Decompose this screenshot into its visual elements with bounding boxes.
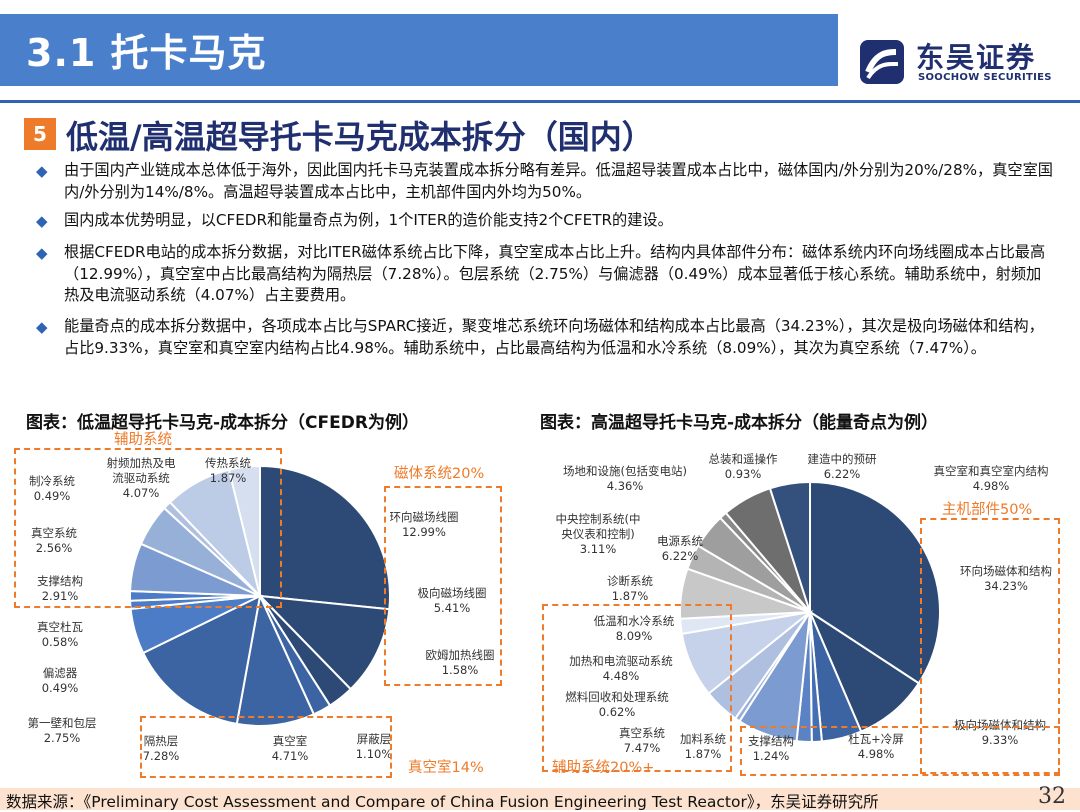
chart-label: 制冷系统 0.49% [29,474,75,503]
chart-label: 极向场磁体和结构 9.33% [954,718,1046,747]
bullet-text-4: 能量奇点的成本拆分数据中，各项成本占比与SPARC接近，聚变堆芯系统环向场磁体和… [64,317,1044,357]
group-label-main-components: 主机部件50% [942,502,1033,518]
chart-label: 燃料回收和处理系统 0.62% [565,690,669,719]
chart-label: 支撑结构 2.91% [37,574,83,603]
diamond-bullet-icon: ◆ [36,162,48,180]
pie-slice-13 [227,464,261,597]
chart-label: 总装和遥操作 0.93% [708,452,778,481]
chart-label: 诊断系统 1.87% [607,574,653,603]
chart-label: 建造中的预研 6.22% [807,452,877,481]
pie-slice-4 [235,592,316,727]
group-box-aux [14,448,282,608]
diamond-bullet-icon: ◆ [36,244,48,262]
chart-label: 欧姆加热线圈 1.58% [425,648,495,677]
chart-label: 环向磁场线圈 12.99% [389,510,459,539]
pie-chart-energy-singularity [679,480,941,744]
logo-cn-text: 东吴证券 [916,41,1037,74]
chart-title-right: 图表：高温超导托卡马克-成本拆分（能量奇点为例） [540,413,939,433]
page-title: 3.1 托卡马克 [26,31,267,75]
pie-slice-5 [141,594,262,726]
pie-chart-cfedr [129,464,391,727]
chart-label: 场地和设施(包括变电站) 4.36% [563,464,687,493]
group-label-aux: 辅助系统 [114,432,172,448]
chart-label: 真空室 4.71% [271,734,309,763]
chart-label: 支撑结构 1.24% [748,734,794,763]
section-title: 低温/高温超导托卡马克成本拆分（国内） [66,118,654,156]
source-bar [0,788,1080,810]
pie-slice-0 [259,464,391,611]
logo-en-text: SOOCHOW SECURITIES [918,72,1052,83]
chart-label: 加料系统 1.87% [680,732,726,761]
group-box-main-components-bottom [740,726,1060,776]
chart-label: 真空室和真空室内结构 4.98% [933,464,1049,493]
chart-label: 低温和水冷系统 8.09% [593,614,675,643]
chart-label: 杜瓦+冷屏 4.98% [848,732,904,761]
source-note: 数据来源：《Preliminary Cost Assessment and Co… [6,793,879,811]
group-box-vacuum [140,716,392,778]
soochow-logo-icon [860,40,904,84]
diamond-bullet-icon: ◆ [36,318,48,336]
bullet-text-1: 由于国内产业链成本总体低于海外，因此国内托卡马克装置成本拆分略有差异。低温超导装… [64,161,1053,201]
group-box-aux-right [542,604,732,772]
group-box-main-components [920,518,1060,774]
company-logo: 东吴证券 SOOCHOW SECURITIES [858,32,1058,92]
bullet-text-2: 国内成本优势明显，以CFEDR和能量奇点为例，1个ITER的造价能支持2个CFE… [64,211,673,229]
group-label-magnet: 磁体系统20% [394,466,485,482]
group-box-magnet [384,486,502,686]
bullet-text-3: 根据CFEDR电站的成本拆分数据，对比ITER磁体系统占比下降，真空室成本占比上… [64,243,1046,304]
chart-label: 加热和电流驱动系统 4.48% [569,654,673,683]
chart-label: 极向磁场线圈 5.41% [417,586,487,615]
chart-label: 传热系统 1.87% [205,456,251,485]
chart-label: 中央控制系统(中 央仪表和控制) 3.11% [555,512,641,556]
diamond-bullet-icon: ◆ [36,212,48,230]
chart-label: 第一壁和包层 2.75% [27,716,97,745]
chart-label: 真空系统 7.47% [619,726,665,755]
page-number: 32 [1038,784,1066,809]
pie-slice-1 [807,609,921,733]
chart-label: 环向场磁体和结构 34.23% [960,564,1052,593]
chart-label: 偏滤器 0.49% [41,666,79,695]
chart-label: 射频加热及电 流驱动系统 4.07% [106,456,176,500]
group-label-vacuum: 真空室14% [408,760,484,776]
chart-label: 真空杜瓦 0.58% [37,620,83,649]
chart-label: 真空系统 2.56% [31,526,77,555]
header-divider [0,100,1080,103]
group-label-aux-right: 辅助系统20%+ [552,760,655,776]
section-number-badge: 5 [24,118,56,150]
pie-slice-1 [257,594,391,691]
chart-label: 隔热层 7.28% [142,734,180,763]
header-bar [0,14,838,86]
chart-title-left: 图表：低温超导托卡马克-成本拆分（CFEDR为例） [26,413,419,433]
chart-label: 屏蔽层 1.10% [355,732,393,761]
pie-slice-15 [768,480,811,613]
chart-label: 电源系统 6.22% [657,534,703,563]
